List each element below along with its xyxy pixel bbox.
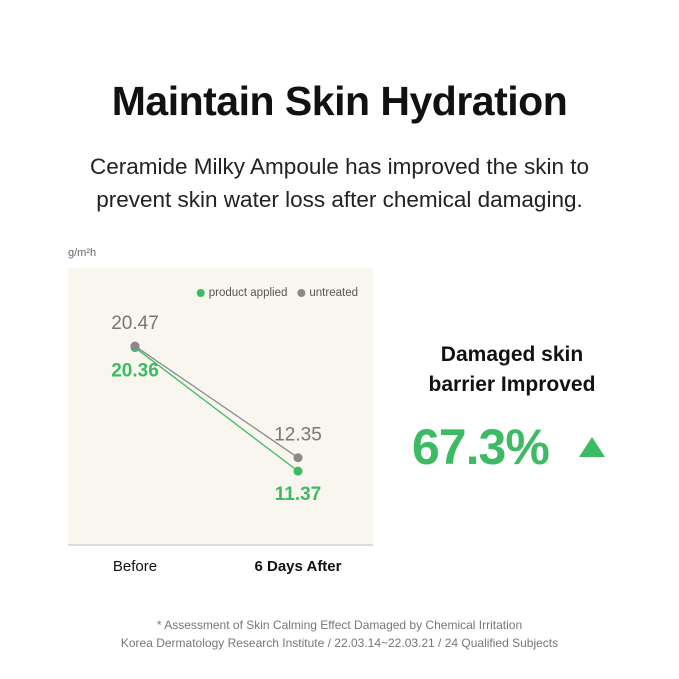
footnote: Korea Dermatology Research Institute / 2… <box>120 636 559 650</box>
subtitle: Ceramide Milky Ampoule has improved the … <box>90 154 589 212</box>
series-line <box>134 347 299 472</box>
data-label: 20.47 <box>111 313 159 334</box>
up-arrow <box>579 437 605 457</box>
x-tick-label: 6 Days After <box>255 558 342 575</box>
x-tick-label: Before <box>113 558 157 575</box>
legend-marker <box>297 289 306 297</box>
callout-heading: Damaged skin barrier Improved <box>428 343 596 396</box>
legend-label: product applied <box>209 287 288 299</box>
series-line <box>134 345 299 459</box>
data-label: 20.36 <box>111 361 159 382</box>
footnote: * Assessment of Skin Calming Effect Dama… <box>156 618 523 632</box>
callout-value: 67.3% <box>412 419 550 475</box>
title: Maintain Skin Hydration <box>111 78 568 124</box>
data-point <box>130 341 140 351</box>
legend-marker <box>196 289 205 297</box>
data-label: 11.37 <box>275 484 322 505</box>
chart: g/m²h Before 6 Days After untreated product… <box>68 247 373 575</box>
data-point <box>293 466 303 476</box>
legend-label: untreated <box>309 287 358 299</box>
data-point <box>293 453 303 463</box>
plot-area <box>68 268 373 545</box>
y-axis-label: g/m²h <box>68 247 96 259</box>
data-label: 12.35 <box>274 425 322 446</box>
